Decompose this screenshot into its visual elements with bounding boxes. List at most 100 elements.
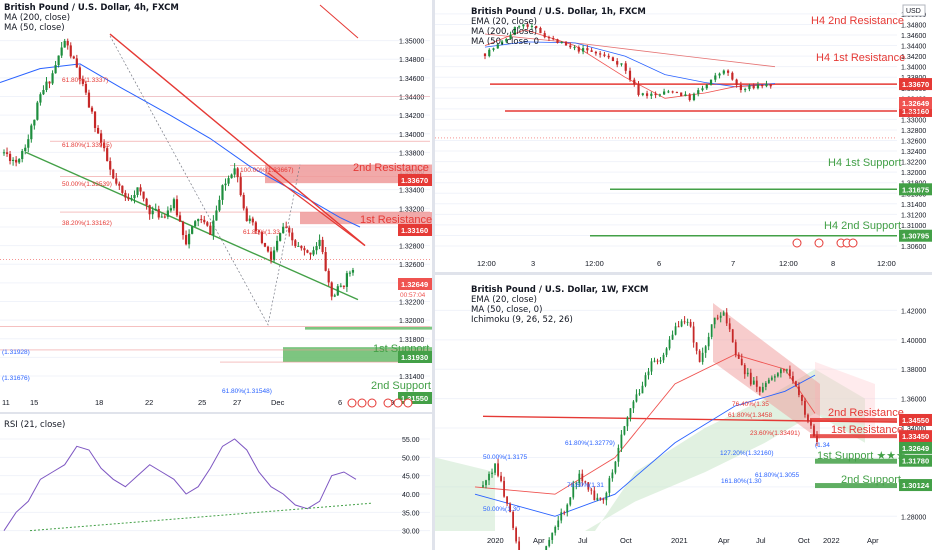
fib-label-1w: (1.34 [815,442,830,449]
candle-body [637,84,640,95]
candle-body [154,209,157,211]
candle-body [512,511,514,528]
chart-1h-legend: British Pound / U.S. Dollar, 1h, FXCM EM… [471,7,646,47]
candle-body [624,63,627,71]
y-tick-4h: 1.33200 [399,206,424,213]
zone-4h-2 [305,326,432,330]
rsi-svg[interactable]: 55.00 50.00 45.00 40.00 35.00 30.00 [0,414,432,550]
candle-body [24,147,27,152]
level-zone-1w [815,458,897,464]
ema20-legend: EMA (20, close) [471,17,537,27]
chart-1w-panel[interactable]: 1.420001.400001.380001.360001.340001.320… [435,275,932,550]
descending-channel [713,303,820,440]
candle-body [686,321,689,323]
fib-label-1w: 61.80%(1.32779) [565,440,615,447]
candle-body [603,54,606,56]
fib-label-1w: 50.00%(1.30 [483,506,520,513]
candle-body [194,221,197,227]
y-tick-4h: 1.34600 [399,76,424,83]
candle-body [789,369,791,377]
candle-body [620,63,623,65]
y-tick-1w: 1.28000 [901,514,926,521]
candle-body [596,497,599,501]
ma200-legend: MA (200, close) [4,13,71,23]
candle-body [807,414,809,422]
event-flag-icon [367,398,377,408]
x-tick-4h: 11 [2,398,10,407]
candle-body [297,245,300,247]
price-timer-1h: 57:03 [905,111,922,118]
candle-body [677,326,680,328]
ma200-line [0,63,361,228]
y-tick-1h: 1.34800 [901,22,926,29]
candle-body [227,178,230,184]
current-price-badge-4h-bg [398,278,432,290]
candle-body [662,354,665,361]
fib-label-1w: 61.80%(1.3458 [728,412,772,419]
candle-body [590,489,593,491]
price-badge-4h: 1.31930 [401,353,428,362]
price-badge-1w: 1.33450 [902,432,929,441]
ma50-1h-line [484,41,776,88]
candle-body [674,326,677,335]
y-tick-1h: 1.33000 [901,117,926,124]
candle-body [752,380,755,385]
y-tick-4h: 1.32200 [399,299,424,306]
chart-4h-svg[interactable]: 1.35000 1.34800 1.34600 1.34400 1.34200 1.340… [0,0,432,412]
current-price-badge-1w-bg [899,441,932,454]
price-badge-1w-bg [899,454,932,467]
fib-label-4h: 61.80%(1.33915) [62,142,112,149]
candle-body [215,210,218,221]
rsi-y-tick: 45.00 [402,474,420,481]
candle-body [548,539,551,547]
candle-body [151,210,154,215]
candle-body [725,312,728,324]
rsi-y-tick: 50.00 [402,455,420,462]
candle-body [269,251,273,261]
chart-1h-panel[interactable]: 1.350001.348001.346001.344001.342001.340… [435,0,932,272]
candle-body [5,152,9,154]
candle-body [66,40,69,46]
candle-body [21,151,24,160]
ma50-1w-legend: MA (50, close, 0) [471,305,543,315]
candle-body [2,152,6,154]
candle-body [543,33,546,38]
candle-body [272,250,276,261]
fib-label-1w: 161.80%(1.30 [721,478,762,485]
candle-body [496,44,499,49]
candle-body [767,379,770,384]
candle-body [87,92,91,108]
vertical-divider [432,0,435,550]
price-badge-1w: 1.31780 [902,457,929,466]
candle-body [200,219,203,221]
chart-1w-svg[interactable]: 1.420001.400001.380001.360001.340001.320… [435,275,932,550]
candle-body [756,84,760,89]
currency-badge: USD [906,8,921,15]
chart-4h-panel[interactable]: 1.35000 1.34800 1.34600 1.34400 1.34200 1.340… [0,0,432,412]
candle-body [611,472,614,479]
chart-1h-svg[interactable]: 1.350001.348001.346001.344001.342001.340… [435,0,932,272]
event-flag-icon [393,398,403,408]
candle-body [752,85,755,89]
candle-body [668,339,671,349]
candle-body [315,246,318,251]
rsi-panel[interactable]: 55.00 50.00 45.00 40.00 35.00 30.00 RSI (21, … [0,414,432,550]
rsi-y-tick: 30.00 [402,529,420,536]
ma50-1w-line [474,374,816,517]
fib-label-4h: (1.31928) [2,349,30,356]
candle-body [795,381,797,387]
x-tick-1w: 2022 [823,536,840,545]
candle-body [650,361,653,372]
candle-body [491,472,493,474]
event-flag-icon [347,398,357,408]
ema20-1h-line [484,29,776,99]
rsi-y-tick: 35.00 [402,510,420,517]
candle-body [139,187,142,192]
horizontal-divider-left [0,412,432,414]
candle-body [659,360,662,362]
level-zone-1w [810,417,897,422]
price-badge-4h: 1.33160 [401,226,428,235]
candle-body [488,49,491,57]
candle-body [100,133,103,143]
candle-body [276,240,279,251]
